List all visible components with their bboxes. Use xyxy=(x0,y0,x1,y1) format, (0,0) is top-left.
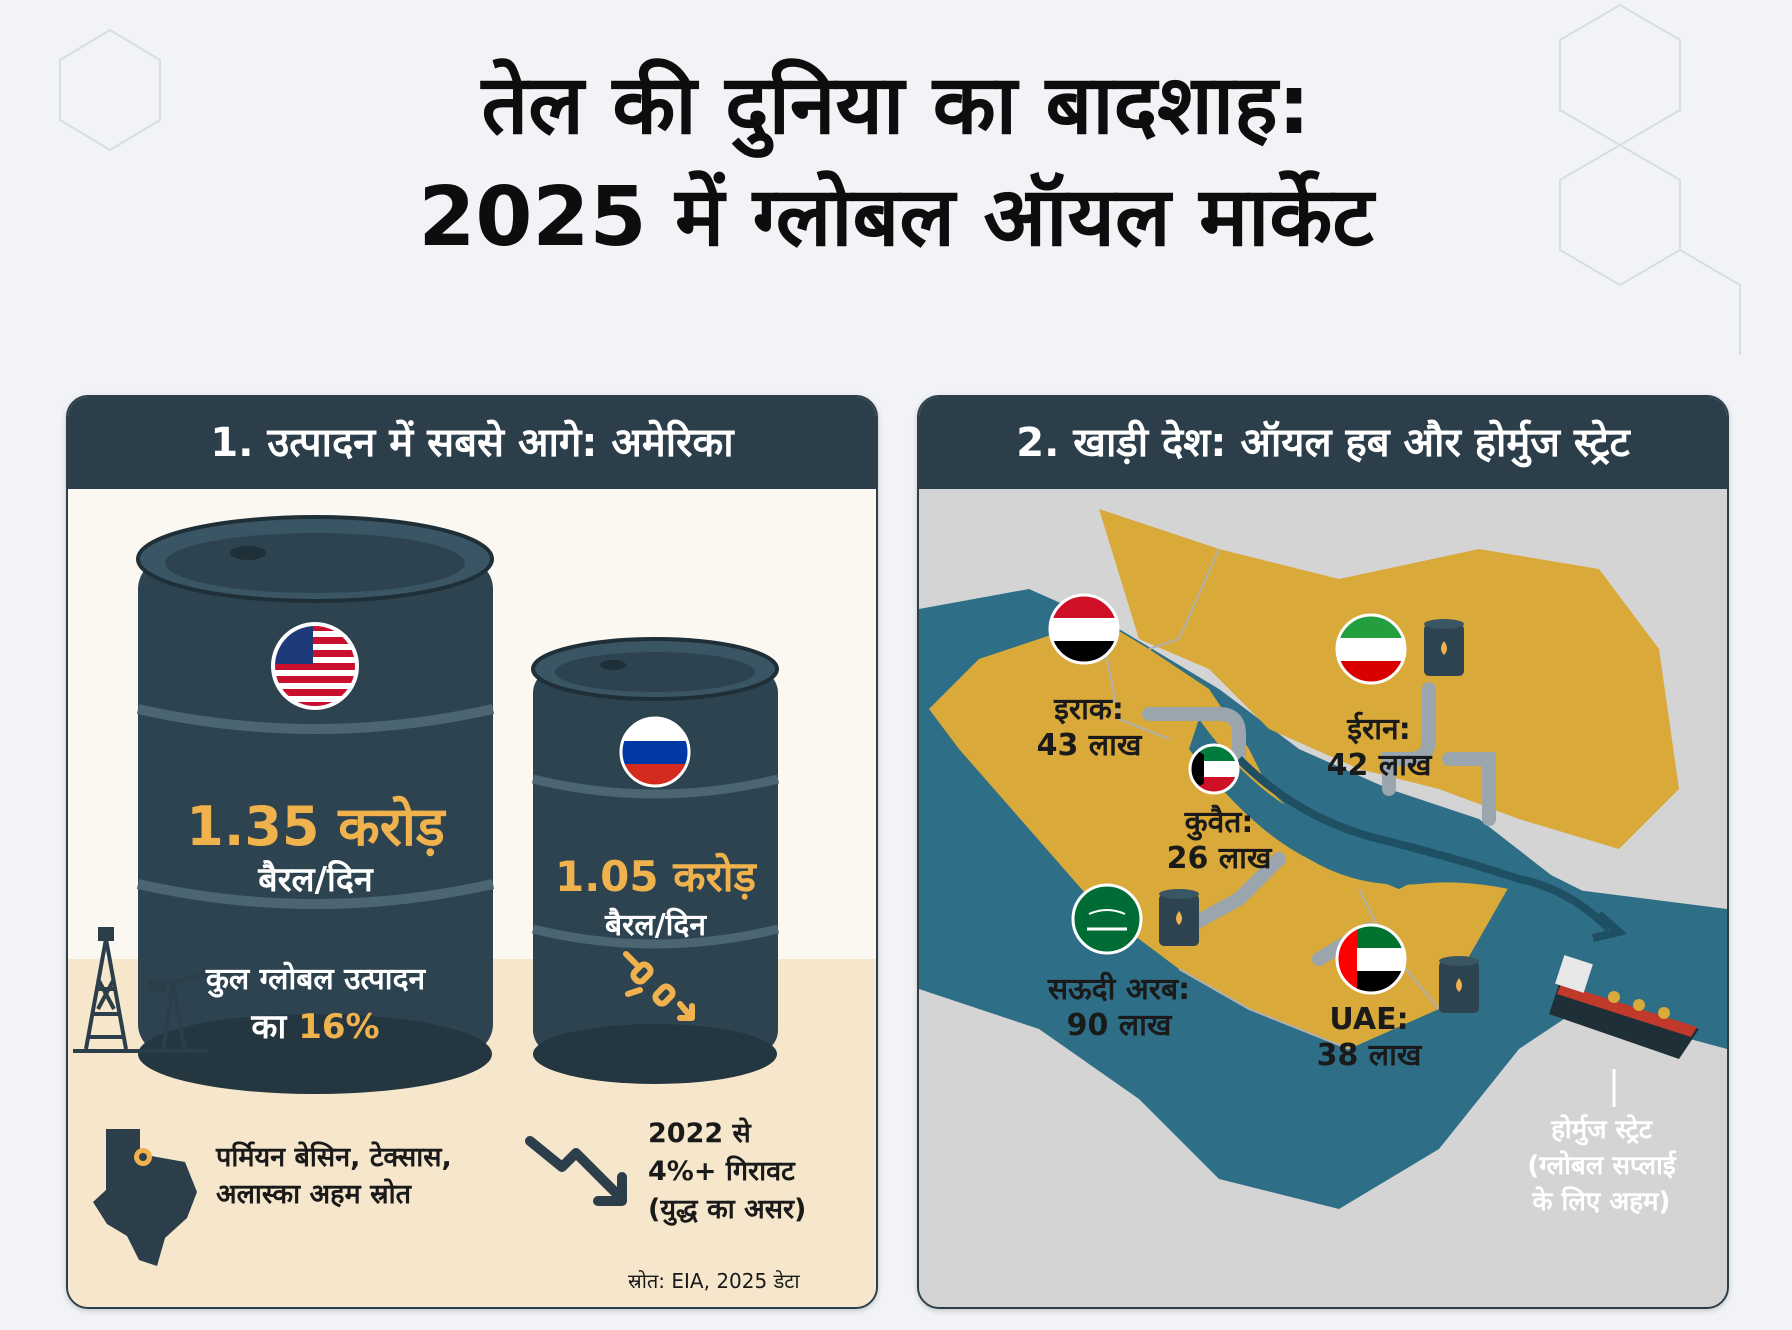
russia-unit: बैरल/दिन xyxy=(604,908,707,943)
barrels-illustration xyxy=(68,515,876,1307)
usa-share-text: कुल ग्लोबल उत्पादन xyxy=(205,962,426,997)
decline-line-2: 4%+ गिरावट xyxy=(648,1156,795,1187)
russia-flag xyxy=(619,716,691,788)
iraq-value: 43 लाख xyxy=(1036,728,1142,763)
usa-flag xyxy=(271,622,359,710)
russia-value: 1.05 करोड़ xyxy=(554,852,757,901)
usa-production-panel: 1. उत्पादन में सबसे आगे: अमेरिका xyxy=(66,395,878,1309)
left-panel-heading: 1. उत्पादन में सबसे आगे: अमेरिका xyxy=(68,397,876,489)
hormuz-line-1: होर्मुज स्ट्रेट xyxy=(1551,1115,1652,1145)
texas-map-icon xyxy=(93,1129,197,1266)
iran-value: 42 लाख xyxy=(1326,748,1432,783)
usa-share-value: 16% xyxy=(298,1007,380,1047)
usa-value: 1.35 करोड़ xyxy=(186,795,445,858)
russia-barrel xyxy=(531,637,780,1084)
iraq-label: इराक: 43 लाख xyxy=(1019,692,1159,764)
saudi-barrel-icon xyxy=(1159,889,1199,946)
iran-label: ईरान: 42 लाख xyxy=(1309,712,1449,784)
title-line-1: तेल की दुनिया का बादशाह: xyxy=(481,58,1311,153)
iraq-flag xyxy=(1048,593,1120,665)
saudi-value: 90 लाख xyxy=(1066,1008,1172,1043)
oil-derrick-icon xyxy=(73,927,208,1053)
sources-line-1: पर्मियन बेसिन, टेक्सास, xyxy=(216,1142,452,1173)
kuwait-value: 26 लाख xyxy=(1166,841,1272,876)
usa-barrel xyxy=(136,515,495,1094)
saudi-flag xyxy=(1071,883,1143,955)
uae-barrel-icon xyxy=(1439,956,1479,1013)
hormuz-line-3: के लिए अहम) xyxy=(1532,1187,1671,1217)
gulf-map xyxy=(919,489,1727,1307)
kuwait-flag xyxy=(1188,743,1240,795)
uae-label: UAE: 38 लाख xyxy=(1299,1002,1439,1074)
usa-share-prefix: का xyxy=(251,1007,287,1047)
title-line-2: 2025 में ग्लोबल ऑयल मार्केट xyxy=(418,170,1374,265)
trend-down-icon xyxy=(525,1136,627,1206)
page-title: तेल की दुनिया का बादशाह: 2025 में ग्लोबल… xyxy=(0,50,1792,274)
sources-text: पर्मियन बेसिन, टेक्सास, अलास्का अहम स्रो… xyxy=(216,1137,506,1211)
pumpjack-icon xyxy=(148,967,217,1052)
saudi-name: सऊदी अरब: xyxy=(1047,972,1191,1007)
right-panel-heading: 2. खाड़ी देश: ऑयल हब और होर्मुज स्ट्रेट xyxy=(919,397,1727,489)
broken-chain-icon xyxy=(623,951,695,1021)
source-note: स्रोत: EIA, 2025 डेटा xyxy=(628,1269,800,1293)
hormuz-line-2: (ग्लोबल सप्लाई xyxy=(1527,1151,1676,1181)
kuwait-name: कुवैत: xyxy=(1184,805,1254,840)
saudi-label: सऊदी अरब: 90 लाख xyxy=(1029,972,1209,1044)
gulf-panel: 2. खाड़ी देश: ऑयल हब और होर्मुज स्ट्रेट xyxy=(917,395,1729,1309)
decline-line-1: 2022 से xyxy=(648,1118,751,1149)
iraq-name: इराक: xyxy=(1054,692,1124,727)
decline-text: 2022 से 4%+ गिरावट (युद्ध का असर) xyxy=(648,1115,868,1229)
decline-line-3: (युद्ध का असर) xyxy=(648,1194,807,1225)
uae-name: UAE: xyxy=(1329,1002,1409,1037)
usa-share-line: का 16% xyxy=(138,1002,493,1048)
uae-flag xyxy=(1335,923,1407,995)
usa-unit: बैरल/दिन xyxy=(258,860,373,900)
kuwait-label: कुवैत: 26 लाख xyxy=(1139,805,1299,877)
sources-line-2: अलास्का अहम स्रोत xyxy=(216,1179,411,1210)
iran-name: ईरान: xyxy=(1347,712,1411,747)
oil-tanker-icon xyxy=(1549,955,1699,1059)
iran-barrel-icon xyxy=(1424,619,1464,676)
hormuz-label: होर्मुज स्ट्रेट (ग्लोबल सप्लाई के लिए अह… xyxy=(1479,1112,1724,1220)
iran-flag xyxy=(1335,613,1407,685)
uae-value: 38 लाख xyxy=(1316,1038,1422,1073)
